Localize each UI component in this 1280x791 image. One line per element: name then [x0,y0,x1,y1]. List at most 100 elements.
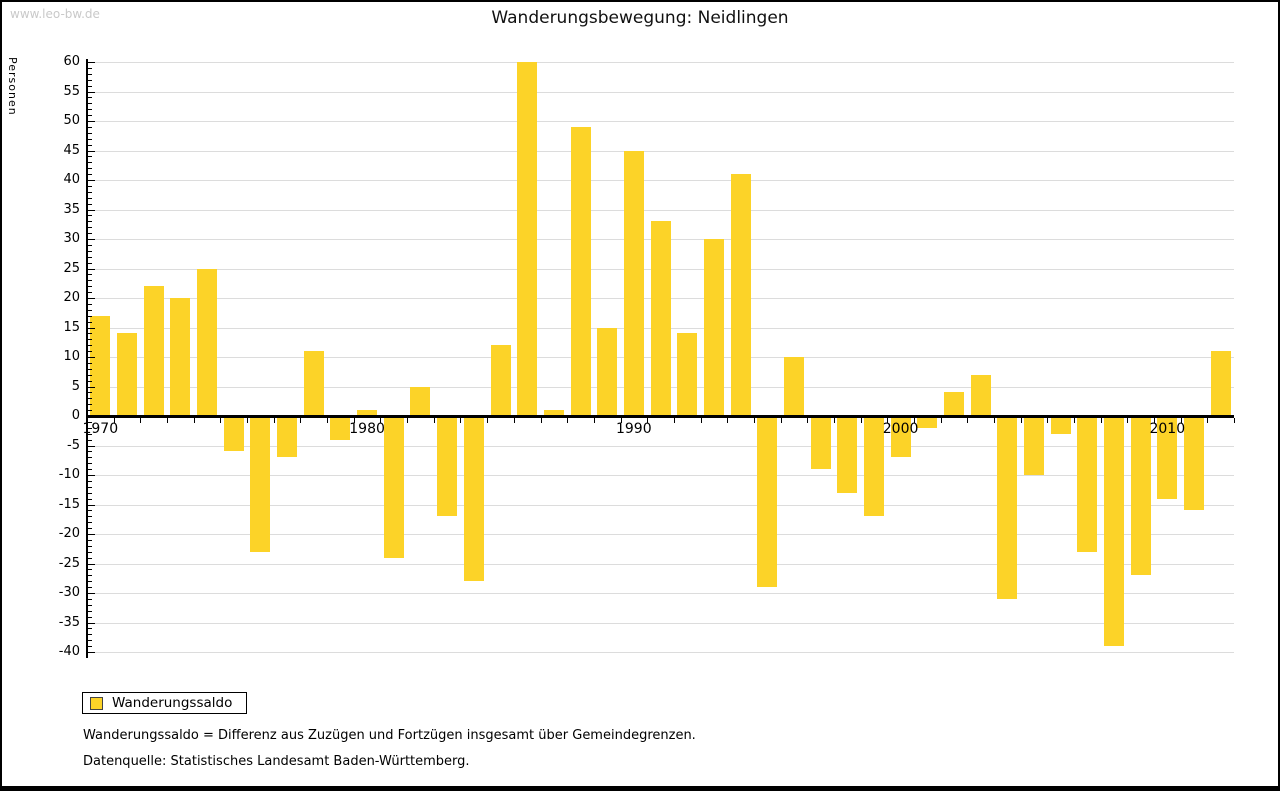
x-axis-tick [193,417,195,423]
x-axis-tick [1180,417,1182,423]
y-axis-minor-tick [88,292,92,294]
gridline [87,209,1234,211]
y-axis-minor-tick [88,634,92,636]
x-axis-year-label: 2000 [882,421,919,437]
bar [463,416,484,582]
y-axis-tick-label: 40 [63,172,80,187]
legend-box: Wanderungssaldo [82,692,248,714]
x-axis-tick [780,417,782,423]
y-axis-minor-tick [88,616,92,618]
gridline [87,150,1234,152]
y-axis-minor-tick [88,174,92,176]
y-axis-minor-tick [88,427,92,429]
bar [1210,351,1231,416]
x-axis-tick [87,417,88,423]
x-axis-tick [567,417,569,423]
gridline [87,652,1234,653]
bar [863,416,884,517]
y-axis-minor-tick [88,398,92,400]
y-axis-minor-tick [88,557,92,559]
y-axis-minor-tick [88,197,92,199]
x-axis-tick [487,417,489,423]
y-axis-minor-tick [88,539,92,541]
bar [890,416,911,458]
y-axis-minor-tick [88,510,92,512]
bar [1104,416,1124,647]
y-axis-minor-tick [88,463,92,465]
x-axis-year-label: 2010 [1149,421,1186,437]
y-axis-tick-label: 60 [63,54,80,69]
x-axis-tick [753,417,755,423]
x-axis-year-label: 1980 [349,421,385,437]
y-axis-minor-tick [88,486,92,488]
y-axis-major-tick [88,327,95,329]
y-axis-tick-label: 5 [71,378,80,394]
x-axis-tick [1207,417,1209,423]
y-axis-title: Personen [6,57,19,116]
y-axis-minor-tick [88,610,92,612]
y-axis-minor-tick [88,221,92,223]
y-axis-minor-tick [88,280,92,282]
y-axis-tick-label: -15 [58,496,80,512]
y-axis-minor-tick [88,392,92,394]
x-axis-tick [967,417,969,423]
y-axis-tick-label: 35 [63,201,80,217]
bar [623,150,644,416]
x-axis-year-label: 1970 [82,421,119,437]
x-axis-tick [1154,417,1155,423]
y-axis-minor-tick [88,144,92,146]
x-axis-tick [700,417,702,423]
x-axis-tick [1047,417,1049,423]
bar [90,315,111,416]
gridline [87,534,1234,535]
y-axis-minor-tick [88,262,92,264]
y-axis-major-tick [88,298,95,299]
bar [117,333,137,416]
bar [997,416,1018,599]
x-axis-zero-line [87,414,1234,418]
y-axis-major-tick [88,91,95,93]
x-axis-tick [273,417,275,423]
bar [250,416,271,552]
y-axis-minor-tick [88,640,92,642]
y-axis-tick-label: 0 [71,408,80,423]
bar [570,126,591,416]
y-axis-major-tick [88,62,95,63]
y-axis-minor-tick [88,451,92,453]
y-axis-minor-tick [88,256,92,258]
y-axis-minor-tick [88,604,92,606]
y-axis-minor-tick [88,410,92,412]
bar [1157,416,1178,499]
y-axis-minor-tick [88,79,92,81]
y-axis-minor-tick [88,286,92,288]
gridline [87,62,1234,63]
y-axis-tick-label: 15 [63,319,80,335]
y-axis-major-tick [88,445,95,447]
gridline [87,121,1234,122]
y-axis-minor-tick [88,185,92,187]
x-axis-tick [247,417,248,423]
y-axis-line [86,59,88,658]
x-axis-tick [913,417,915,423]
bar [703,239,724,416]
y-axis-tick-label: -25 [58,555,80,571]
gridline [87,563,1234,565]
bar [303,351,324,416]
y-axis-minor-tick [88,274,92,276]
y-axis-minor-tick [88,646,92,648]
y-axis-tick-label: 25 [63,260,80,276]
y-axis-major-tick [88,180,95,181]
bar [1130,416,1151,576]
y-axis-minor-tick [88,345,92,347]
bar [677,333,698,416]
bar [277,416,298,458]
x-axis-tick [380,417,382,423]
y-axis-minor-tick [88,545,92,547]
y-axis-minor-tick [88,374,92,376]
y-axis-minor-tick [88,203,92,205]
footnote-datasource: Datenquelle: Statistisches Landesamt Bad… [83,754,470,769]
bar [917,416,938,428]
y-axis-minor-tick [88,528,92,530]
site-watermark: www.leo-bw.de [10,7,100,21]
x-axis-tick [940,417,942,423]
